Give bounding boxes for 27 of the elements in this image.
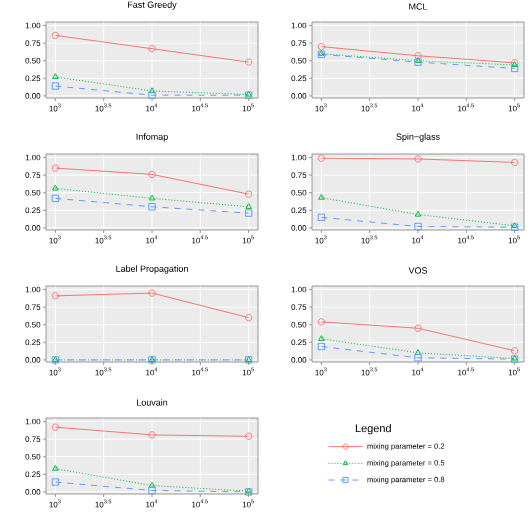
point: [510, 64, 519, 73]
point: [148, 431, 156, 439]
point: [414, 324, 422, 332]
point: [52, 73, 59, 79]
point: [414, 155, 422, 163]
point: [148, 91, 156, 99]
point: [51, 478, 60, 486]
point: [244, 209, 253, 217]
point: [318, 193, 325, 200]
point: [245, 203, 252, 209]
point: [148, 194, 156, 201]
point: [414, 210, 422, 217]
point: [51, 82, 60, 90]
point: [52, 184, 59, 191]
point: [414, 222, 422, 231]
point: [318, 335, 325, 341]
point: [148, 486, 156, 495]
point: [148, 170, 156, 179]
point: [148, 45, 156, 53]
point: [414, 354, 422, 362]
point: [317, 213, 326, 222]
point: [148, 289, 156, 297]
point: [317, 342, 326, 351]
point: [414, 52, 422, 60]
point: [148, 203, 156, 211]
point: [52, 464, 59, 471]
point: [51, 194, 60, 203]
